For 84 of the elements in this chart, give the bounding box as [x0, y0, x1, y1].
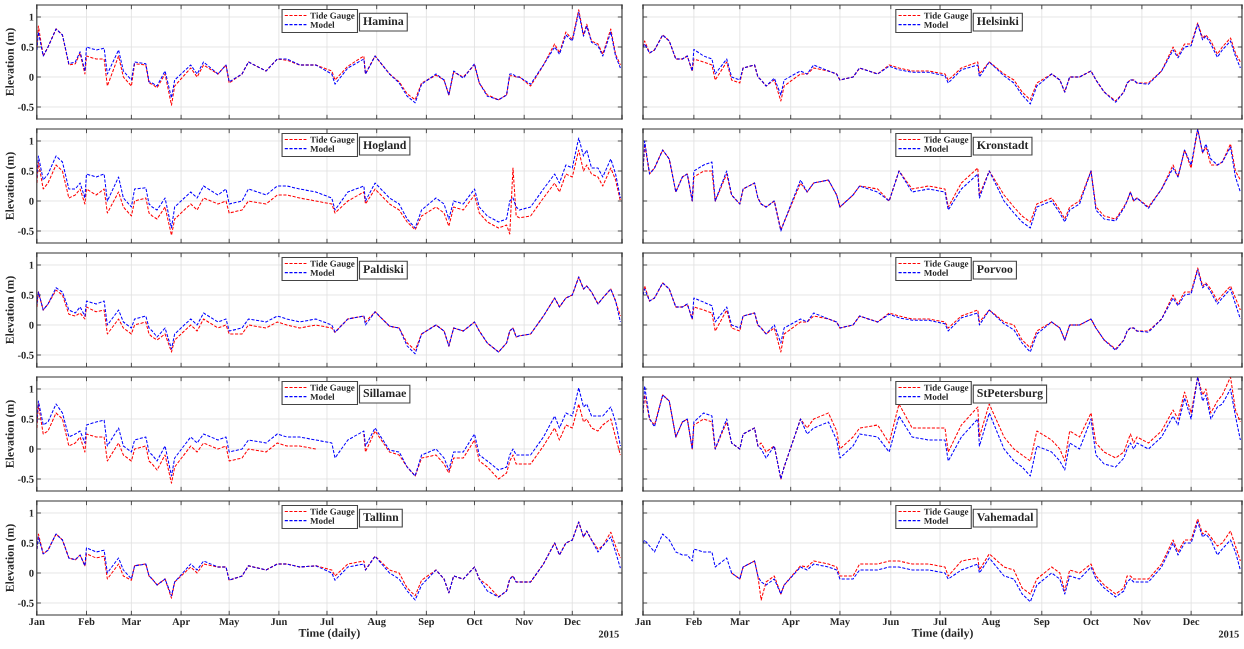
x-tick-label: Sep	[418, 618, 435, 628]
y-tick-label: 0.5	[21, 167, 34, 175]
y-tick-label: 0	[29, 197, 34, 205]
y-tick-label: 0	[29, 445, 34, 453]
y-axis-title: Elevation (m)	[5, 28, 17, 97]
y-tick-label: -0.5	[17, 227, 34, 235]
y-tick-label: -0.5	[17, 351, 34, 359]
legend-label: Model	[923, 21, 949, 28]
x-tick-label: Apr	[781, 618, 800, 628]
legend-label: Model	[310, 145, 335, 152]
y-tick-label: 1	[29, 509, 34, 517]
y-tick-label: -0.5	[17, 599, 34, 607]
text: Kronstadt	[977, 140, 1029, 150]
x-tick-label: Jul	[933, 617, 947, 626]
text: Hamina	[363, 16, 404, 26]
y-tick-label: 0.5	[21, 415, 34, 423]
y-axis-title: Elevation (m)	[5, 400, 17, 469]
x-tick-label: Jun	[882, 618, 900, 626]
y-tick-label: 1	[29, 261, 34, 269]
legend-label: Model	[310, 269, 335, 276]
x-tick-label: Jan	[635, 618, 651, 626]
x-tick-label: Dec	[564, 618, 581, 626]
x-tick-label: May	[219, 618, 240, 628]
x-tick-label: Feb	[78, 617, 95, 626]
x-tick-label: Jul	[320, 617, 334, 626]
text: Vahemadal	[976, 512, 1034, 522]
y-axis-title: Elevation (m)	[5, 524, 17, 593]
legend-label: Model	[310, 517, 335, 524]
legend-label: Tide Gauge	[923, 136, 969, 145]
y-tick-label: 1	[29, 385, 34, 393]
legend-label: Tide Gauge	[923, 260, 969, 269]
x-tick-label: Mar	[730, 618, 750, 626]
x-tick-label: Feb	[685, 617, 702, 626]
y-tick-label: 0	[29, 321, 34, 329]
x-tick-label: Aug	[367, 618, 386, 628]
x-tick-label: Aug	[981, 618, 1001, 628]
legend-label: Tide Gauge	[923, 12, 969, 21]
legend-label: Tide Gauge	[310, 508, 355, 517]
y-tick-label: 1	[29, 13, 34, 21]
text: StPetersburg	[977, 388, 1043, 400]
legend-label: Tide Gauge	[923, 384, 969, 393]
y-tick-label: 0.5	[21, 291, 34, 299]
x-tick-label: Nov	[1133, 618, 1151, 626]
legend-label: Model	[310, 21, 335, 28]
legend-label: Model	[923, 269, 949, 276]
legend-label: Tide Gauge	[310, 12, 355, 21]
legend-label: Model	[923, 393, 949, 400]
legend-label: Tide Gauge	[310, 260, 355, 269]
x-tick-label: Sep	[1034, 618, 1050, 628]
x-tick-label: Oct	[466, 618, 483, 626]
y-tick-label: 0	[29, 569, 34, 577]
x-tick-label: Oct	[1083, 618, 1100, 626]
y-tick-label: -0.5	[17, 475, 34, 483]
y-tick-label: 0.5	[21, 539, 34, 547]
x-tick-label: Jun	[270, 618, 288, 626]
x-tick-label: Dec	[1182, 618, 1200, 626]
text: Tallinn	[363, 512, 399, 522]
y-tick-label: -0.5	[17, 103, 34, 111]
text: Sillamae	[363, 388, 407, 398]
line-series	[36, 137, 621, 229]
legend-label: Model	[923, 145, 949, 152]
x-tick-label: Jan	[29, 618, 45, 626]
y-axis-title: Elevation (m)	[5, 152, 17, 221]
legend-label: Tide Gauge	[310, 384, 355, 393]
x-tick-label: May	[829, 618, 850, 628]
x-tick-label: Apr	[172, 618, 190, 628]
y-tick-label: 0.5	[21, 43, 34, 51]
text: Helsinki	[977, 16, 1019, 26]
legend-label: Tide Gauge	[923, 508, 969, 517]
text: Porvoo	[977, 265, 1013, 274]
x-axis-title: Time (daily)	[911, 628, 973, 640]
x-tick-label: Nov	[515, 618, 534, 626]
text: 2015	[598, 630, 619, 638]
x-tick-label: Mar	[121, 618, 141, 626]
y-tick-label: 0	[29, 73, 34, 81]
text: Hogland	[363, 140, 407, 152]
text: Paldiski	[363, 264, 404, 274]
x-axis-title: Time (daily)	[298, 628, 360, 640]
legend-label: Tide Gauge	[310, 136, 355, 145]
legend-label: Model	[310, 393, 335, 400]
y-axis-title: Elevation (m)	[5, 276, 17, 345]
text: 2015	[1218, 630, 1239, 638]
y-tick-label: 1	[29, 137, 34, 145]
legend-label: Model	[923, 517, 949, 524]
